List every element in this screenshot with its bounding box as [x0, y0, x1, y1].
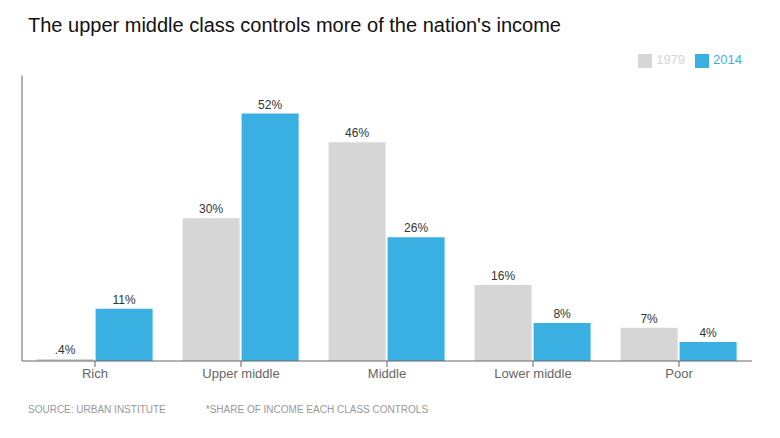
html-text:*SHARE OF INCOME EACH CLASS CO: *SHARE OF INCOME EACH CLASS CONTROLS — [205, 404, 429, 415]
html-text:SOURCE: URBAN INSTITUTE: SOURCE: URBAN INSTITUTE — [28, 404, 166, 415]
svg-text:52%: 52% — [258, 98, 282, 112]
svg-text:46%: 46% — [345, 126, 369, 140]
svg-text:Poor: Poor — [665, 366, 693, 381]
svg-text:.4%: .4% — [55, 343, 76, 357]
svg-text:16%: 16% — [491, 269, 515, 283]
svg-text:Lower middle: Lower middle — [494, 366, 571, 381]
html-text:2014: 2014 — [713, 52, 742, 67]
html-text:1979: 1979 — [656, 52, 686, 67]
svg-text:11%: 11% — [113, 293, 136, 307]
svg-text:8%: 8% — [553, 307, 571, 321]
svg-text:Middle: Middle — [368, 366, 406, 381]
svg-text:30%: 30% — [199, 202, 223, 216]
svg-text:7%: 7% — [640, 312, 658, 326]
svg-text:Rich: Rich — [82, 366, 108, 381]
svg-text:4%: 4% — [699, 326, 717, 340]
svg-text:26%: 26% — [404, 221, 428, 235]
html-text:The upper middle class control: The upper middle class controls more of … — [28, 14, 561, 36]
svg-text:Upper middle: Upper middle — [202, 366, 279, 381]
